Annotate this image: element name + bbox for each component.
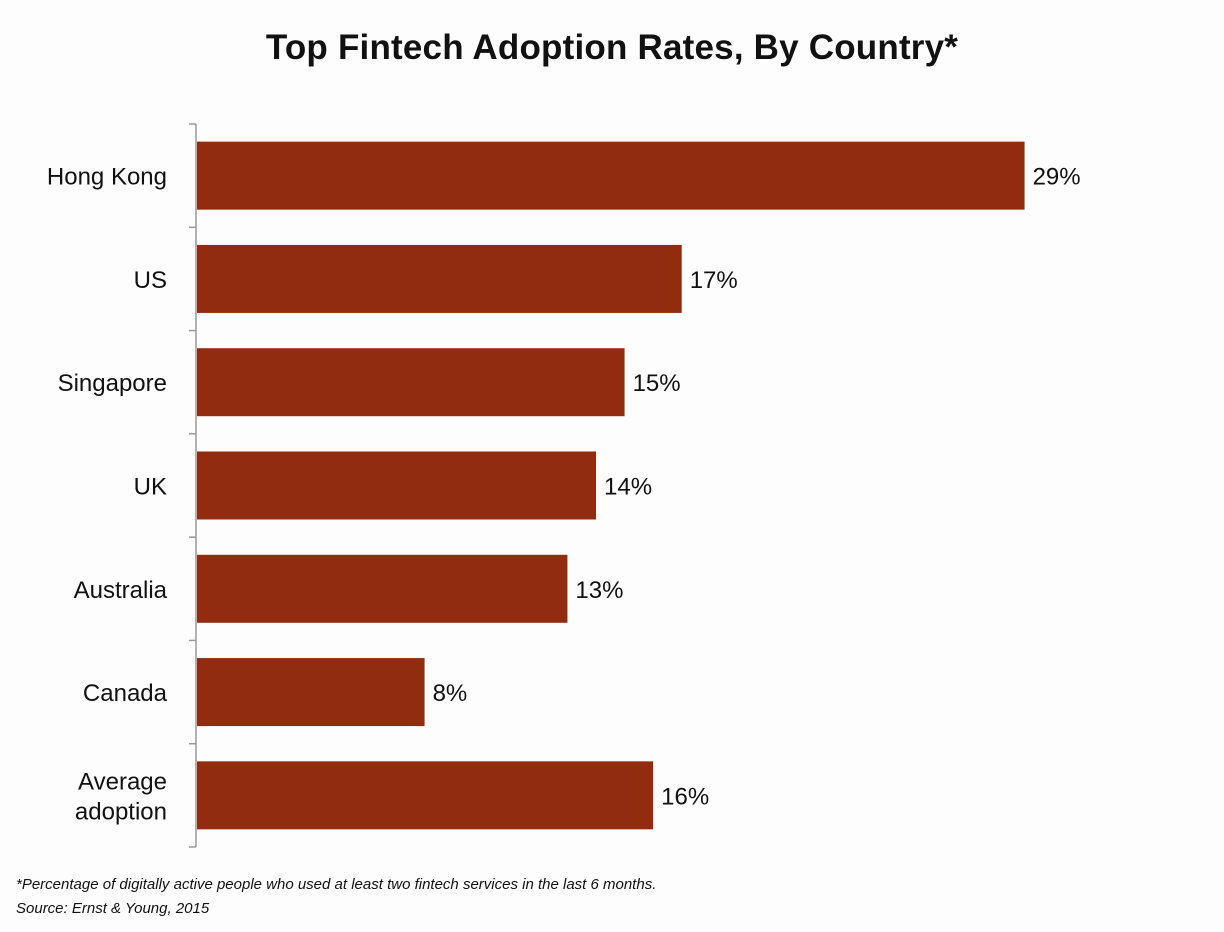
source-note: Source: Ernst & Young, 2015: [16, 900, 210, 917]
value-label: 29%: [1033, 164, 1081, 191]
value-label: 13%: [575, 577, 623, 604]
value-label: 16%: [661, 783, 709, 810]
category-label: Australia: [74, 577, 168, 604]
value-label: 17%: [690, 267, 738, 294]
value-label: 14%: [604, 474, 652, 501]
chart-title: Top Fintech Adoption Rates, By Country*: [265, 28, 959, 67]
category-label: Canada: [83, 680, 168, 707]
bar-uk: [197, 451, 596, 520]
bar-canada: [197, 658, 425, 727]
category-label: UK: [134, 474, 167, 501]
bar-singapore: [197, 348, 625, 417]
category-label: Hong Kong: [47, 164, 167, 191]
bar-australia: [197, 554, 568, 623]
category-label: Singapore: [58, 370, 167, 397]
footnote: *Percentage of digitally active people w…: [16, 876, 657, 893]
category-label: US: [134, 267, 167, 294]
category-label: Average adoption: [75, 768, 167, 825]
bar-hong-kong: [197, 141, 1025, 210]
value-label: 8%: [433, 680, 468, 707]
value-label: 15%: [633, 370, 681, 397]
bar-us: [197, 244, 682, 313]
bar-average-adoption: [197, 761, 654, 830]
